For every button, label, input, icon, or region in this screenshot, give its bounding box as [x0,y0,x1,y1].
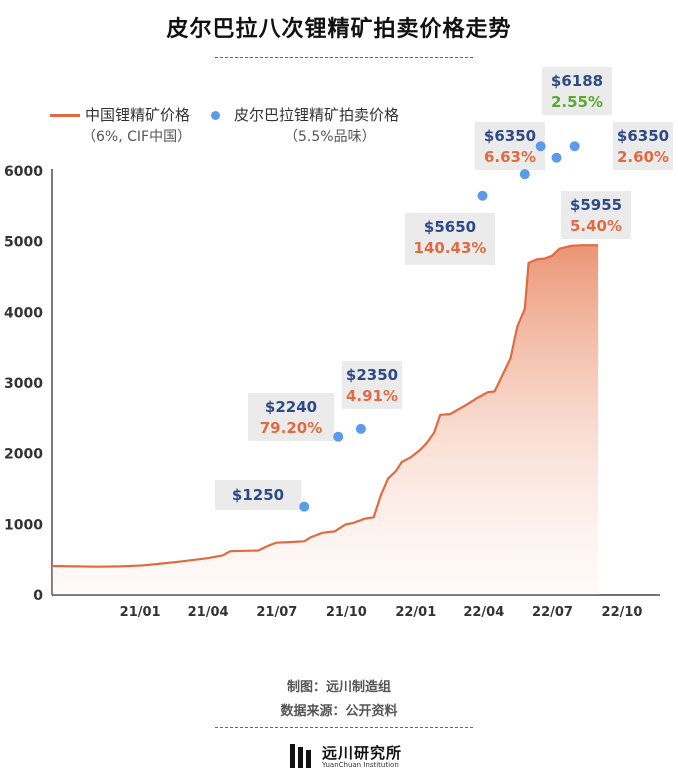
legend-dot-sublabel: （5.5%品味） [284,129,376,145]
annotation-price: $6188 [551,72,603,90]
annotation-change: 2.55% [551,93,603,111]
auction-annotation: $6350 6.63% [475,122,545,170]
dot-layer [299,141,580,512]
chart-title: 皮尔巴拉八次锂精矿拍卖价格走势 [166,17,512,42]
annotation-bg [405,213,495,265]
annotation-bg [342,361,402,409]
china-price-line [51,244,599,568]
annotation-bg [215,480,301,510]
annotation-change: 6.63% [484,148,536,166]
annotation-price: $2240 [265,398,317,416]
annotation-bg [613,122,673,170]
annotation-change: 79.20% [260,419,322,437]
auction-price-dot [519,169,530,180]
line-layer [51,244,599,568]
auction-price-dot [569,141,580,152]
annotation-price: $5955 [570,196,622,214]
annotation-bg [475,122,545,170]
annotation-change: 140.43% [414,239,487,257]
y-tick-label: 4000 [4,305,43,321]
annotation-change: 4.91% [346,387,398,405]
legend-line-sublabel: （6%, CIF中国） [82,129,192,145]
annotation-price: $6350 [484,127,536,145]
logo-mark-icon [290,744,311,768]
annotation-change: 2.60% [617,148,669,166]
y-tick-label: 1000 [4,517,43,533]
x-tick-label: 21/10 [326,605,367,620]
auction-price-dot [477,190,488,201]
auction-price-dot [355,423,366,434]
legend-line-label: 中国锂精矿价格 [85,106,191,124]
legend-dot-label: 皮尔巴拉锂精矿拍卖价格 [234,106,400,124]
x-tick-label: 22/10 [602,605,643,620]
chart-legend: 中国锂精矿价格 （6%, CIF中国） 皮尔巴拉锂精矿拍卖价格 （5.5%品味） [0,104,678,154]
area-layer [52,245,599,595]
annotation-price: $1250 [232,486,284,504]
annotation-change: 5.40% [570,217,622,235]
annotation-price: $2350 [346,366,398,384]
title-divider [215,57,473,58]
y-tick-label: 2000 [4,447,43,463]
annotation-price: $6350 [617,127,669,145]
auction-annotation: $6188 2.55% [542,67,612,115]
x-tick-label: 22/01 [395,605,436,620]
y-tick-label: 3000 [4,376,43,392]
annotation-layer: $1250$224079.20%$23504.91%$5650140.43%$5… [215,67,673,510]
x-tick-label: 21/01 [120,605,161,620]
auction-annotation: $1250 [215,480,301,510]
y-tick-label: 6000 [4,164,43,180]
auction-annotation: $2350 4.91% [342,361,402,409]
data-source: 数据来源：公开资料 [280,704,398,719]
x-tick-label: 22/04 [463,605,504,620]
annotation-bg [248,393,334,441]
logo-text-en: YuanChuan Institution [322,761,399,769]
brand-logo: 远川研究所 YuanChuan Institution [290,742,420,770]
auction-price-dot [299,501,310,512]
x-tick-label: 21/07 [256,605,297,620]
price-area-fill [52,245,599,595]
auction-annotation: $6350 2.60% [613,122,673,170]
x-tick-label: 21/04 [188,605,229,620]
auction-annotation: $2240 79.20% [248,393,334,441]
annotation-bg [561,191,631,239]
auction-annotation: $5955 5.40% [561,191,631,239]
auction-price-dot [535,141,546,152]
legend-dot-swatch [211,111,220,120]
chart-credit: 制图：远川制造组 [286,680,391,695]
auction-price-dot [333,431,344,442]
x-tick-label: 22/07 [532,605,573,620]
footer-divider [215,727,473,728]
annotation-bg [542,67,612,115]
y-tick-label: 5000 [4,235,43,251]
legend-line-swatch [50,114,80,117]
y-tick-label: 0 [33,588,43,604]
auction-price-dot [551,152,562,163]
annotation-price: $5650 [424,218,476,236]
auction-annotation: $5650 140.43% [405,213,495,265]
logo-text-cn: 远川研究所 [322,744,403,762]
